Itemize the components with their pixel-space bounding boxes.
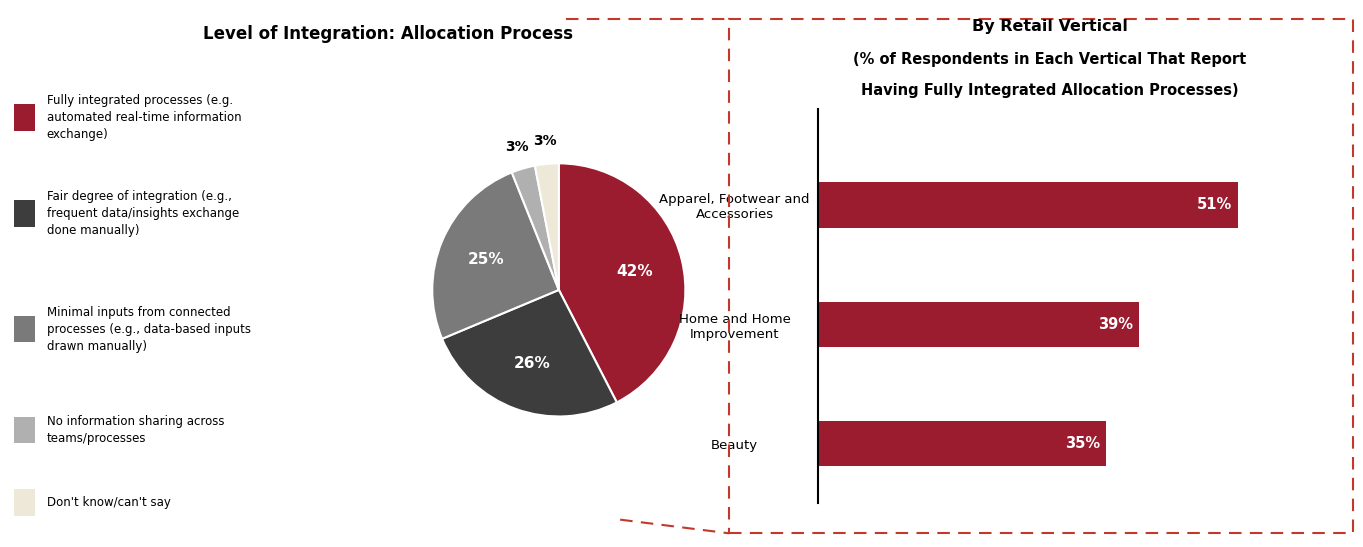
Text: Level of Integration: Allocation Process: Level of Integration: Allocation Process bbox=[203, 25, 574, 43]
Wedge shape bbox=[511, 166, 559, 290]
Text: 25%: 25% bbox=[468, 252, 504, 267]
Bar bbox=[818, 421, 1107, 466]
Wedge shape bbox=[559, 164, 686, 403]
Text: 3%: 3% bbox=[504, 139, 529, 154]
Text: 3%: 3% bbox=[533, 134, 556, 148]
Text: (% of Respondents in Each Vertical That Report: (% of Respondents in Each Vertical That … bbox=[853, 52, 1246, 67]
Bar bbox=[14, 489, 34, 516]
Text: 42%: 42% bbox=[617, 264, 653, 279]
Wedge shape bbox=[442, 290, 617, 416]
Text: Fair degree of integration (e.g.,
frequent data/insights exchange
done manually): Fair degree of integration (e.g., freque… bbox=[46, 190, 239, 237]
Text: By Retail Vertical: By Retail Vertical bbox=[972, 19, 1127, 34]
Text: Minimal inputs from connected
processes (e.g., data-based inputs
drawn manually): Minimal inputs from connected processes … bbox=[46, 306, 251, 353]
Wedge shape bbox=[432, 172, 559, 339]
Bar bbox=[14, 200, 34, 227]
Text: 35%: 35% bbox=[1065, 436, 1100, 451]
Wedge shape bbox=[534, 164, 559, 290]
Text: Don't know/can't say: Don't know/can't say bbox=[46, 496, 170, 509]
Text: Having Fully Integrated Allocation Processes): Having Fully Integrated Allocation Proce… bbox=[860, 83, 1239, 98]
Text: Fully integrated processes (e.g.
automated real-time information
exchange): Fully integrated processes (e.g. automat… bbox=[46, 94, 241, 141]
Bar bbox=[14, 316, 34, 342]
Bar bbox=[14, 417, 34, 444]
Text: 39%: 39% bbox=[1097, 317, 1133, 331]
Text: 51%: 51% bbox=[1197, 197, 1232, 212]
Bar bbox=[818, 182, 1238, 228]
Bar bbox=[14, 104, 34, 131]
Text: 26%: 26% bbox=[514, 356, 551, 371]
Bar bbox=[818, 301, 1139, 347]
Text: No information sharing across
teams/processes: No information sharing across teams/proc… bbox=[46, 415, 224, 445]
